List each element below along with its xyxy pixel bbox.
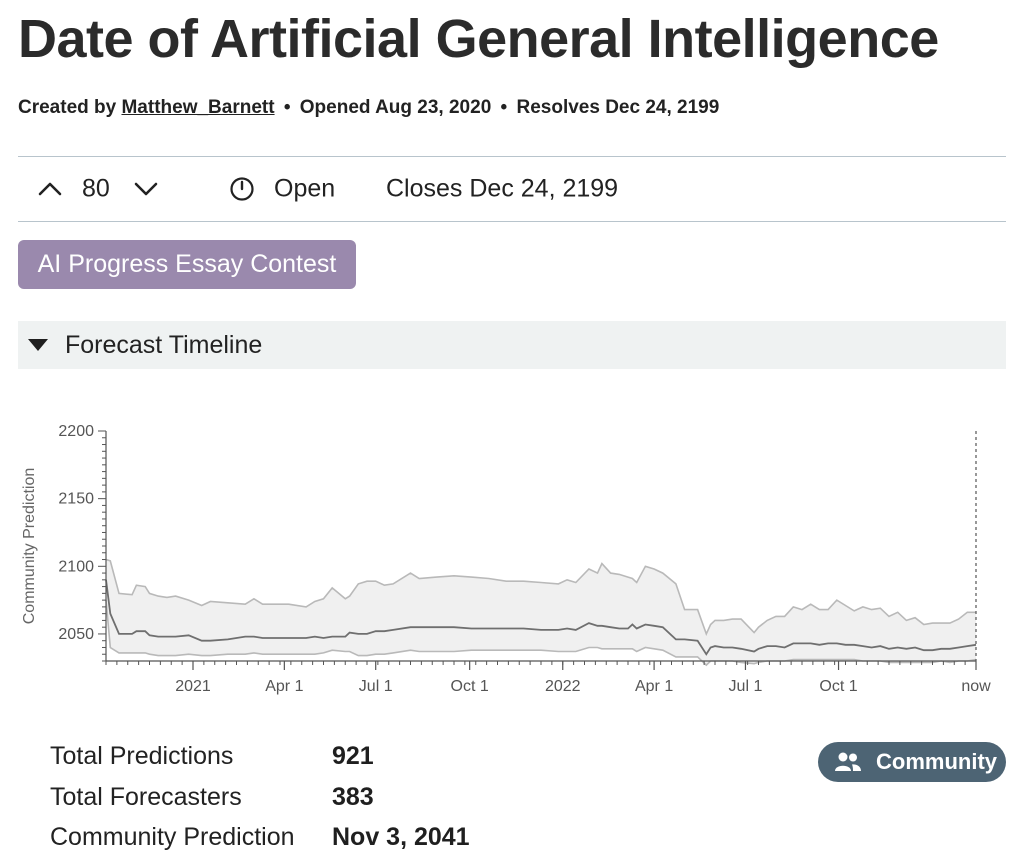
chevron-up-icon (38, 182, 62, 196)
stat-label: Total Forecasters (50, 782, 242, 811)
x-tick-label: Oct 1 (819, 678, 857, 695)
y-tick-label: 2200 (58, 423, 94, 440)
x-tick-label: now (961, 678, 991, 695)
stat-value: 921 (332, 742, 374, 770)
meta-separator: • (283, 97, 291, 118)
resolves-date: Resolves Dec 24, 2199 (516, 97, 720, 118)
created-by-label: Created by (18, 97, 117, 118)
y-tick-label: 2100 (58, 558, 94, 575)
users-icon (835, 752, 861, 771)
caret-down-icon (28, 339, 48, 351)
clock-icon (230, 177, 254, 201)
x-tick-label: Jul 1 (729, 678, 763, 695)
y-axis-label: Community Prediction (21, 468, 38, 625)
opened-date: Opened Aug 23, 2020 (299, 97, 492, 118)
author-link[interactable]: Matthew_Barnett (121, 97, 275, 118)
close-date: Closes Dec 24, 2199 (386, 174, 619, 203)
x-tick-label: Apr 1 (265, 678, 303, 695)
stat-label: Community Prediction (50, 823, 295, 851)
y-tick-label: 2150 (58, 491, 94, 508)
community-button[interactable]: Community (818, 742, 1006, 782)
x-tick-label: 2021 (175, 678, 211, 695)
vote-bar: 80 Open Closes Dec 24, 2199 (18, 156, 1006, 222)
community-button-label: Community (876, 749, 997, 774)
upvote-button[interactable] (36, 175, 64, 203)
downvote-button[interactable] (132, 175, 160, 203)
vote-count: 80 (82, 174, 110, 203)
series-median-line (105, 579, 977, 656)
meta-separator: • (500, 97, 508, 118)
x-tick-label: Jul 1 (359, 678, 393, 695)
chevron-down-icon (134, 182, 158, 196)
x-tick-label: Apr 1 (635, 678, 673, 695)
stat-label: Total Predictions (50, 742, 234, 770)
series-lower-line (105, 600, 977, 667)
forecast-timeline-toggle[interactable]: Forecast Timeline (18, 321, 1006, 369)
page-title: Date of Artificial General Intelligence (18, 9, 939, 69)
timeline-label: Forecast Timeline (65, 331, 263, 359)
series-upper-line (105, 558, 976, 637)
category-tag[interactable]: AI Progress Essay Contest (18, 240, 356, 289)
forecast-chart: 2050 2100 2150 2200 2021 Apr 1 Jul 1 Oct 1 2022 A… (21, 423, 991, 695)
confidence-band (106, 559, 976, 666)
question-meta: Created by Matthew_Barnett • Opened Aug … (18, 97, 719, 119)
status-label: Open (274, 174, 336, 203)
stat-value: Nov 3, 2041 (332, 823, 470, 851)
x-tick-label: 2022 (545, 678, 581, 695)
x-tick-label: Oct 1 (451, 678, 489, 695)
y-tick-label: 2050 (58, 626, 94, 643)
stat-value: 383 (332, 782, 374, 811)
